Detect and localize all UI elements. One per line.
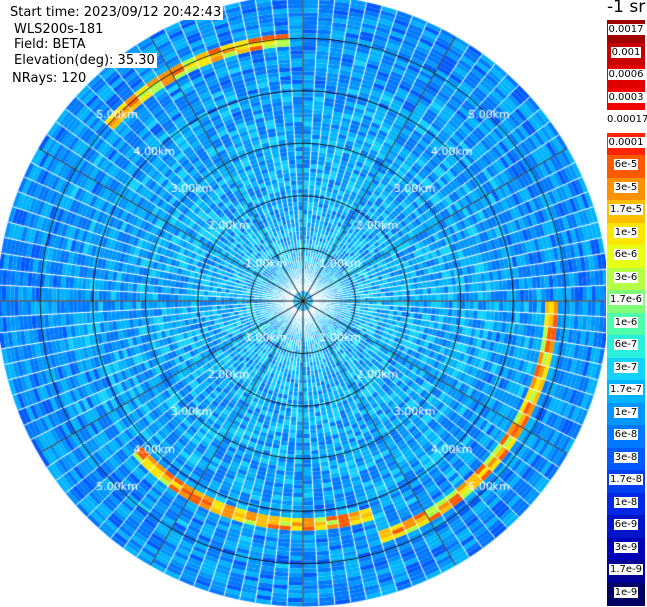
colorbar-label: 1.7e-9 <box>608 564 644 575</box>
colorbar-label: 0.00017 <box>607 114 647 125</box>
colorbar-label: 3e-5 <box>613 181 639 193</box>
colorbar-label: 1e-6 <box>613 316 639 328</box>
colorbar-label: 1.7e-7 <box>608 384 644 395</box>
colorbar-label: 3e-6 <box>613 271 639 283</box>
start-time-label: Start time: 2023/09/12 20:42:43 <box>8 5 224 20</box>
colorbar-label: 6e-5 <box>613 159 639 170</box>
colorbar-label: 6e-9 <box>613 519 639 530</box>
colorbar-label: 0.0001 <box>607 136 645 148</box>
instrument-label: WLS200s-181 <box>12 22 106 37</box>
colorbar: -1 sr 0.0017 0.001 0.0006 0.0003 0.00017 0.00… <box>606 0 647 607</box>
nrays-label: NRays: 120 <box>12 71 87 86</box>
colorbar-label: 1.7e-8 <box>608 474 644 485</box>
colorbar-label: 6e-8 <box>613 429 639 440</box>
colorbar-cell <box>607 110 645 133</box>
colorbar-label: 6e-7 <box>613 339 639 350</box>
colorbar-label: 0.0017 <box>607 24 645 35</box>
colorbar-label: 0.0003 <box>607 91 645 103</box>
colorbar-label: 6e-6 <box>613 249 639 260</box>
colorbar-label: 0.001 <box>610 46 642 58</box>
colorbar-label: 3e-7 <box>613 361 639 373</box>
colorbar-label: 1.7e-5 <box>608 204 644 215</box>
colorbar-label: 1.7e-6 <box>608 294 644 305</box>
colorbar-label: 3e-9 <box>613 541 639 553</box>
colorbar-label: 1e-5 <box>613 226 639 238</box>
colorbar-title: -1 sr <box>607 0 646 17</box>
colorbar-label: 1e-8 <box>613 496 639 508</box>
colorbar-label: 3e-8 <box>613 451 639 463</box>
field-label: Field: BETA <box>12 37 88 52</box>
colorbar-label: 0.0006 <box>607 69 645 80</box>
ppi-polar-plot <box>0 0 606 607</box>
colorbar-label: 1e-7 <box>613 406 639 418</box>
elevation-label: Elevation(deg): 35.30 <box>12 53 157 68</box>
colorbar-label: 1e-9 <box>613 586 639 598</box>
